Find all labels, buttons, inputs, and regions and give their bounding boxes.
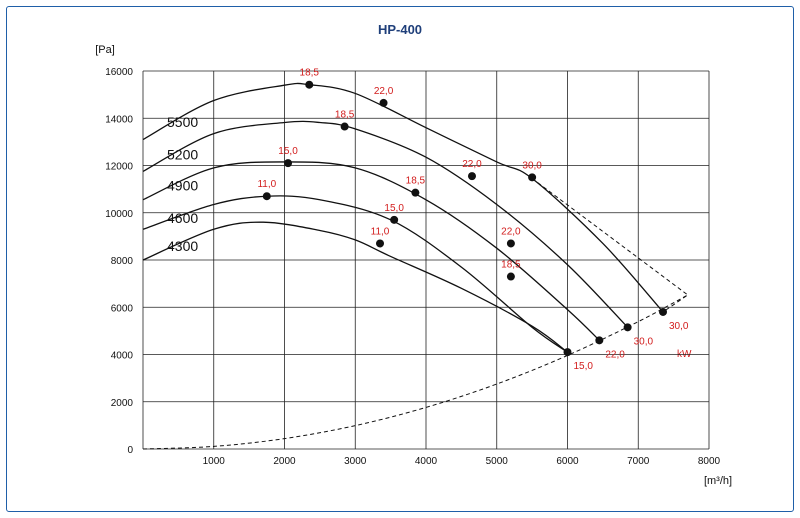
power-point xyxy=(506,272,515,281)
y-tick-label: 4000 xyxy=(111,351,134,362)
y-tick-label: 0 xyxy=(127,445,133,456)
power-point xyxy=(376,239,385,248)
power-point xyxy=(563,348,572,357)
speed-label-4900: 4900 xyxy=(167,177,198,193)
x-tick-label: 6000 xyxy=(556,456,579,467)
power-point xyxy=(411,188,420,197)
chart-title: HP-400 xyxy=(378,22,422,37)
power-label: 30,0 xyxy=(634,336,654,347)
power-label: 22,0 xyxy=(605,349,625,360)
power-label: 15,0 xyxy=(384,203,404,214)
x-tick-label: 2000 xyxy=(273,456,296,467)
power-label: 30,0 xyxy=(522,160,542,171)
power-point xyxy=(340,122,349,131)
y-tick-label: 14000 xyxy=(105,114,133,125)
power-label: 18,5 xyxy=(335,110,355,121)
axis-ticks: 0 2000 4000 6000 8000 10000 12000 14000 16000 100… xyxy=(105,67,720,467)
power-point xyxy=(506,239,515,248)
speed-label-4600: 4600 xyxy=(167,210,198,226)
curve-4900 xyxy=(142,161,600,341)
power-label: 22,0 xyxy=(462,159,482,170)
speed-label-5500: 5500 xyxy=(167,114,198,130)
power-points: 18,5 22,0 30,0 18,5 22,0 30,0 15,0 18,5 22,0 30,0… xyxy=(257,68,688,372)
speed-label-4300: 4300 xyxy=(167,238,198,254)
curve-4300 xyxy=(142,221,568,353)
power-label: 15,0 xyxy=(278,146,298,157)
y-axis-unit-label: [Pa] xyxy=(95,44,115,56)
power-point xyxy=(284,159,293,168)
power-point xyxy=(379,98,388,107)
power-label: 22,0 xyxy=(374,86,394,97)
power-label: 30,0 xyxy=(669,321,689,332)
x-tick-label: 1000 xyxy=(203,456,226,467)
y-tick-label: 6000 xyxy=(111,303,134,314)
power-label: 22,0 xyxy=(501,226,521,237)
power-label: 15,0 xyxy=(574,361,594,372)
power-label: 11,0 xyxy=(371,226,390,237)
power-label: 18,5 xyxy=(406,176,426,187)
chart-canvas: HP-400 [Pa] [m³/h] kW 020004000600080001… xyxy=(95,22,732,487)
y-tick-label: 8000 xyxy=(111,256,134,267)
power-point xyxy=(659,307,668,316)
y-tick-label: 16000 xyxy=(105,67,133,78)
x-tick-label: 5000 xyxy=(486,456,509,467)
power-label: 18,5 xyxy=(300,68,320,79)
power-point xyxy=(305,80,314,89)
system-curve xyxy=(142,294,689,450)
power-point xyxy=(595,336,604,345)
x-tick-label: 4000 xyxy=(415,456,438,467)
curve-4600 xyxy=(142,195,568,353)
power-point xyxy=(390,215,399,224)
power-point xyxy=(623,323,632,332)
x-axis-unit-label: [m³/h] xyxy=(704,475,732,487)
x-tick-label: 8000 xyxy=(698,456,721,467)
chart-frame: HP-400 [Pa] [m³/h] kW 0 2000 4000 6000 8000 1… xyxy=(6,6,794,512)
power-point xyxy=(262,192,271,201)
power-point xyxy=(528,173,537,182)
grid xyxy=(142,70,710,450)
curve-5500 xyxy=(142,82,664,313)
y-tick-label: 10000 xyxy=(105,209,133,220)
x-tick-label: 3000 xyxy=(344,456,367,467)
y-tick-label: 12000 xyxy=(105,162,133,173)
curve-5200 xyxy=(142,120,629,328)
fan-curves: 5500 5200 4900 4600 4300 xyxy=(142,82,689,450)
speed-label-5200: 5200 xyxy=(167,146,198,162)
power-point xyxy=(467,172,476,181)
x-tick-label: 7000 xyxy=(627,456,650,467)
power-label: 18,5 xyxy=(501,260,521,271)
power-label: 11,0 xyxy=(257,179,276,190)
limit-line xyxy=(531,178,689,313)
y-tick-label: 2000 xyxy=(111,398,134,409)
